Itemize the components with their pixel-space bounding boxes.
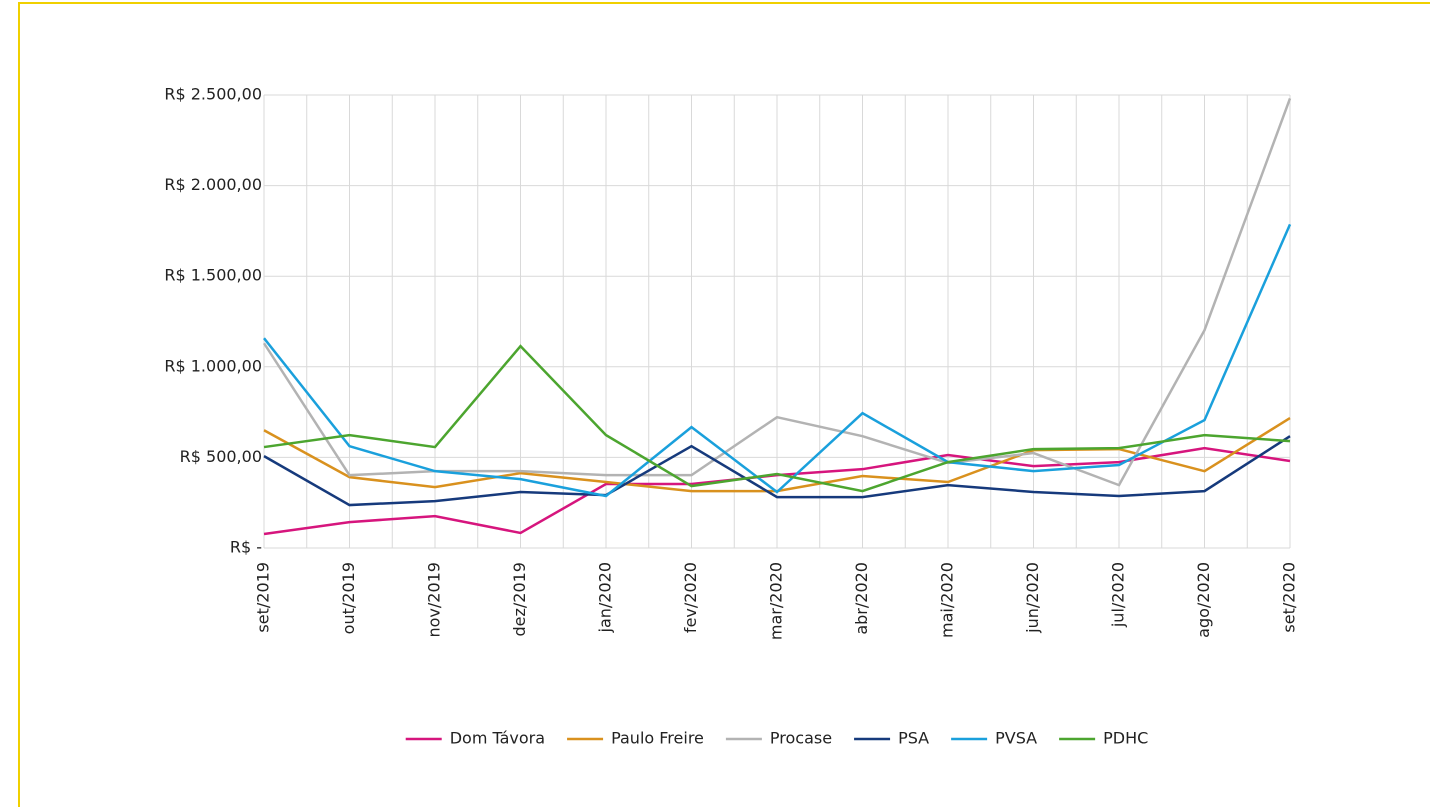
series-line <box>263 435 1291 507</box>
x-tick-label: mar/2020 <box>767 562 786 640</box>
x-tick-label: out/2019 <box>339 562 358 634</box>
frame <box>18 2 1430 807</box>
x-tick-label: set/2020 <box>1280 562 1299 633</box>
series-line <box>263 344 1291 493</box>
legend-label: Dom Távora <box>450 729 545 748</box>
legend-label: Procase <box>770 729 832 748</box>
y-tick-label: R$ 500,00 <box>180 447 262 466</box>
legend-label: Paulo Freire <box>611 729 704 748</box>
x-tick-label: fev/2020 <box>681 562 700 633</box>
y-tick-label: R$ 1.500,00 <box>164 266 262 285</box>
legend-label: PDHC <box>1103 729 1148 748</box>
x-tick-label: abr/2020 <box>852 562 871 635</box>
y-tick-label: R$ 1.000,00 <box>164 356 262 375</box>
x-tick-label: ago/2020 <box>1194 562 1213 638</box>
series-line <box>263 223 1292 498</box>
x-tick-label: jul/2020 <box>1109 562 1128 628</box>
y-tick-label: R$ 2.000,00 <box>164 175 262 194</box>
legend-label: PVSA <box>995 729 1037 748</box>
x-tick-label: jan/2020 <box>596 562 615 634</box>
y-tick-label: R$ 2.500,00 <box>164 85 262 104</box>
x-tick-label: nov/2019 <box>425 562 444 638</box>
x-tick-label: dez/2019 <box>510 562 529 637</box>
x-tick-label: jun/2020 <box>1023 562 1042 634</box>
y-tick-label: R$ - <box>230 538 262 557</box>
x-tick-label: mai/2020 <box>938 562 957 638</box>
legend-label: PSA <box>898 729 929 748</box>
x-tick-label: set/2019 <box>254 562 273 633</box>
